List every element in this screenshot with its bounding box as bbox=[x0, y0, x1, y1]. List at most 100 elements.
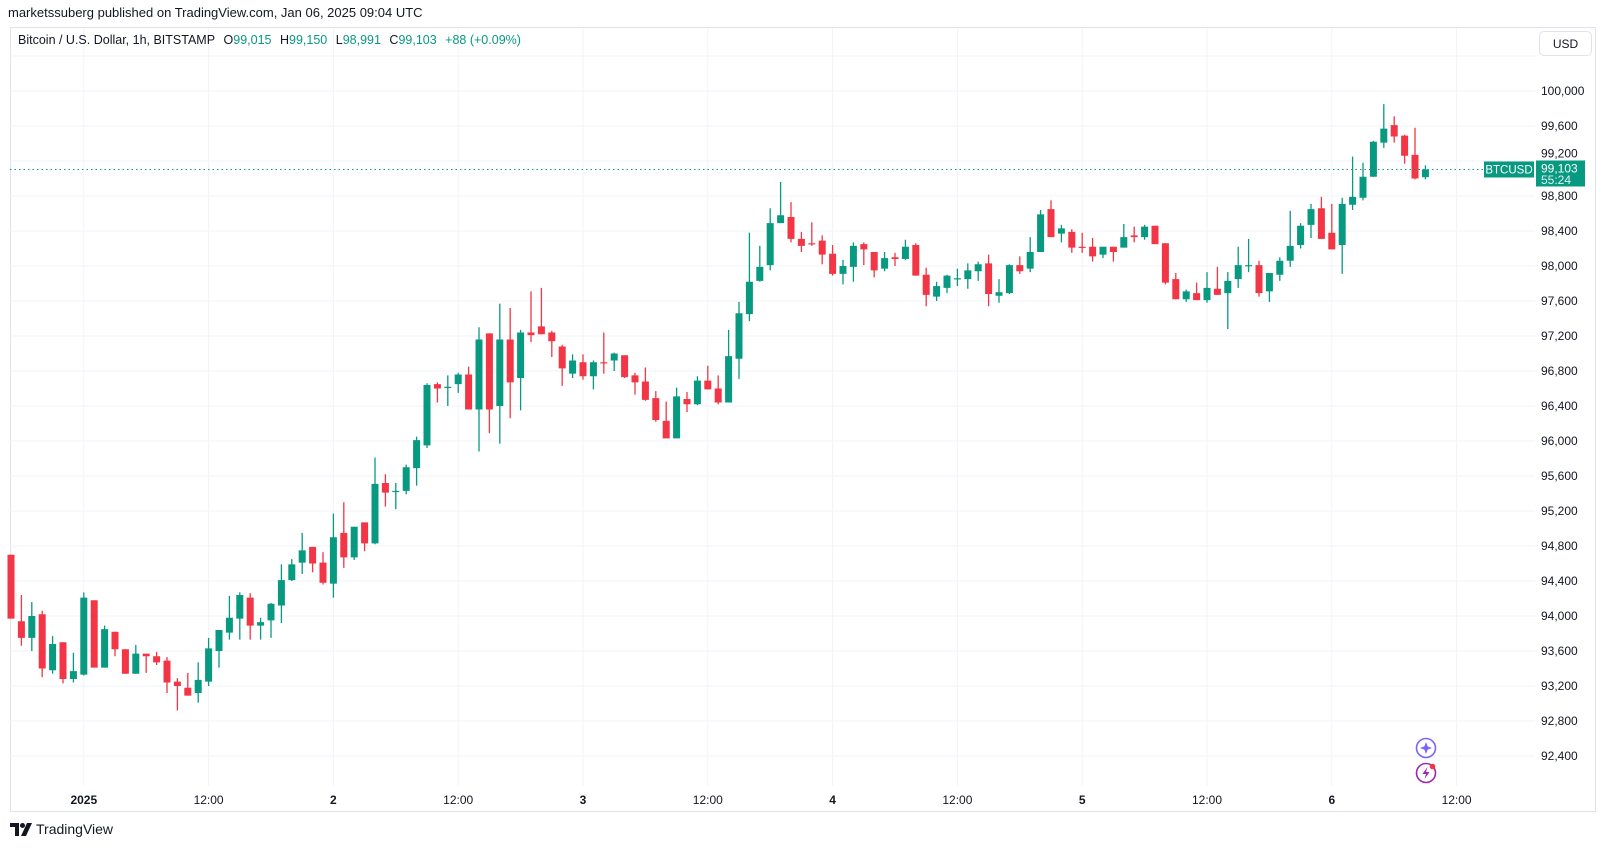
candle-up[interactable] bbox=[28, 602, 36, 651]
candle-up[interactable] bbox=[257, 617, 265, 640]
candle-down[interactable] bbox=[506, 308, 514, 419]
candle-down[interactable] bbox=[548, 330, 556, 357]
candle-down[interactable] bbox=[641, 367, 649, 401]
candle-up[interactable] bbox=[69, 652, 77, 683]
candle-down[interactable] bbox=[1213, 266, 1221, 295]
candle-up[interactable] bbox=[1026, 237, 1034, 273]
candle-up[interactable] bbox=[756, 245, 764, 282]
candle-down[interactable] bbox=[1255, 260, 1263, 297]
candle-down[interactable] bbox=[246, 593, 254, 640]
candle-down[interactable] bbox=[7, 554, 15, 619]
candle-up[interactable] bbox=[298, 532, 306, 574]
candle-up[interactable] bbox=[974, 261, 982, 281]
candle-up[interactable] bbox=[1005, 264, 1013, 294]
candle-up[interactable] bbox=[1307, 203, 1315, 238]
candle-down[interactable] bbox=[1193, 282, 1201, 301]
candle-up[interactable] bbox=[673, 387, 681, 439]
candle-down[interactable] bbox=[1161, 243, 1169, 285]
candle-up[interactable] bbox=[1265, 273, 1273, 302]
symbol-description[interactable]: Bitcoin / U.S. Dollar, 1h, BITSTAMP bbox=[18, 33, 216, 47]
candle-down[interactable] bbox=[714, 375, 722, 405]
candle-up[interactable] bbox=[402, 464, 410, 495]
candle-up[interactable] bbox=[1234, 246, 1242, 288]
candle-down[interactable] bbox=[1016, 256, 1024, 274]
candle-down[interactable] bbox=[173, 678, 181, 711]
candle-up[interactable] bbox=[901, 239, 909, 260]
candle-up[interactable] bbox=[1421, 165, 1429, 180]
candle-down[interactable] bbox=[891, 252, 899, 266]
candle-up[interactable] bbox=[693, 376, 701, 406]
candle-down[interactable] bbox=[465, 366, 473, 410]
candle-up[interactable] bbox=[215, 630, 223, 668]
candle-down[interactable] bbox=[1411, 127, 1419, 180]
candle-up[interactable] bbox=[205, 637, 213, 686]
candle-up[interactable] bbox=[132, 644, 140, 674]
candle-down[interactable] bbox=[1401, 134, 1409, 164]
candle-down[interactable] bbox=[1047, 200, 1055, 238]
candle-up[interactable] bbox=[267, 602, 275, 638]
candle-up[interactable] bbox=[101, 625, 109, 668]
tradingview-brand[interactable]: TradingView bbox=[10, 821, 113, 837]
candle-down[interactable] bbox=[1089, 238, 1097, 262]
candle-up[interactable] bbox=[1380, 104, 1388, 148]
candle-up[interactable] bbox=[964, 263, 972, 289]
candle-down[interactable] bbox=[1390, 116, 1398, 143]
candle-up[interactable] bbox=[225, 595, 233, 640]
candle-down[interactable] bbox=[579, 354, 587, 380]
candle-up[interactable] bbox=[413, 436, 421, 486]
candle-down[interactable] bbox=[142, 653, 150, 673]
candle-up[interactable] bbox=[80, 592, 88, 676]
candle-down[interactable] bbox=[662, 401, 670, 439]
candle-up[interactable] bbox=[1141, 224, 1149, 240]
candle-up[interactable] bbox=[194, 662, 202, 703]
candle-up[interactable] bbox=[610, 352, 618, 371]
candle-up[interactable] bbox=[1338, 197, 1346, 274]
candle-down[interactable] bbox=[59, 642, 67, 684]
candle-up[interactable] bbox=[475, 327, 483, 452]
candle-down[interactable] bbox=[808, 222, 816, 246]
candle-up[interactable] bbox=[496, 303, 504, 444]
candle-down[interactable] bbox=[381, 474, 389, 507]
candle-down[interactable] bbox=[153, 651, 161, 665]
candle-down[interactable] bbox=[537, 287, 545, 335]
candle-up[interactable] bbox=[236, 592, 244, 640]
candle-up[interactable] bbox=[1099, 246, 1107, 259]
candle-down[interactable] bbox=[558, 344, 566, 386]
candle-down[interactable] bbox=[1109, 246, 1117, 262]
candle-up[interactable] bbox=[1120, 224, 1128, 248]
candle-down[interactable] bbox=[683, 392, 691, 413]
candle-down[interactable] bbox=[1328, 203, 1336, 250]
candle-down[interactable] bbox=[121, 649, 129, 674]
candle-down[interactable] bbox=[340, 502, 348, 568]
candle-up[interactable] bbox=[1369, 140, 1377, 177]
candle-down[interactable] bbox=[90, 600, 98, 668]
candle-up[interactable] bbox=[1224, 272, 1232, 329]
alerts-button[interactable] bbox=[1415, 762, 1437, 784]
candle-up[interactable] bbox=[745, 232, 753, 322]
candle-up[interactable] bbox=[1245, 238, 1253, 273]
assistant-button[interactable] bbox=[1415, 737, 1437, 759]
candle-down[interactable] bbox=[870, 252, 878, 278]
candle-up[interactable] bbox=[1297, 223, 1305, 249]
candle-down[interactable] bbox=[38, 610, 46, 678]
candle-up[interactable] bbox=[444, 375, 452, 406]
candle-up[interactable] bbox=[943, 274, 951, 294]
candle-down[interactable] bbox=[1068, 229, 1076, 253]
candle-down[interactable] bbox=[621, 355, 629, 378]
candle-up[interactable] bbox=[423, 383, 431, 448]
candle-up[interactable] bbox=[777, 182, 785, 224]
candle-up[interactable] bbox=[1057, 224, 1065, 243]
candle-up[interactable] bbox=[350, 526, 358, 560]
currency-button[interactable]: USD bbox=[1539, 31, 1592, 56]
candle-down[interactable] bbox=[433, 382, 441, 403]
candle-down[interactable] bbox=[485, 333, 493, 434]
candle-down[interactable] bbox=[1172, 273, 1180, 300]
candle-up[interactable] bbox=[454, 372, 462, 393]
candle-down[interactable] bbox=[652, 391, 660, 422]
candle-down[interactable] bbox=[319, 552, 327, 585]
candle-up[interactable] bbox=[735, 301, 743, 379]
candle-up[interactable] bbox=[725, 329, 733, 403]
candle-down[interactable] bbox=[1130, 226, 1138, 243]
candle-down[interactable] bbox=[829, 245, 837, 276]
